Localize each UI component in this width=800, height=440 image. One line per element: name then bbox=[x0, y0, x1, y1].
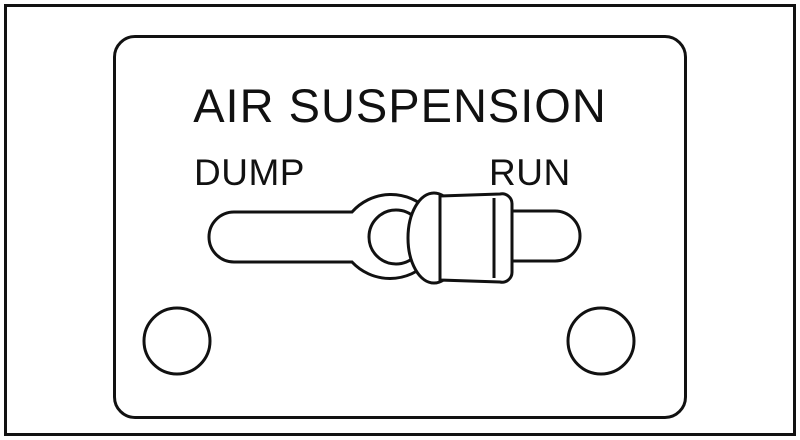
run-position-label: RUN bbox=[489, 152, 571, 193]
panel-title: AIR SUSPENSION bbox=[193, 79, 607, 132]
toggle-slot-right bbox=[510, 209, 582, 263]
dump-position-label: DUMP bbox=[194, 152, 305, 193]
mounting-screw-right bbox=[566, 306, 636, 376]
toggle-slot bbox=[207, 192, 430, 280]
figure-frame: AIR SUSPENSION DUMP RUN bbox=[4, 4, 796, 436]
toggle-lever[interactable] bbox=[438, 192, 514, 284]
mounting-screw-left bbox=[142, 306, 212, 376]
